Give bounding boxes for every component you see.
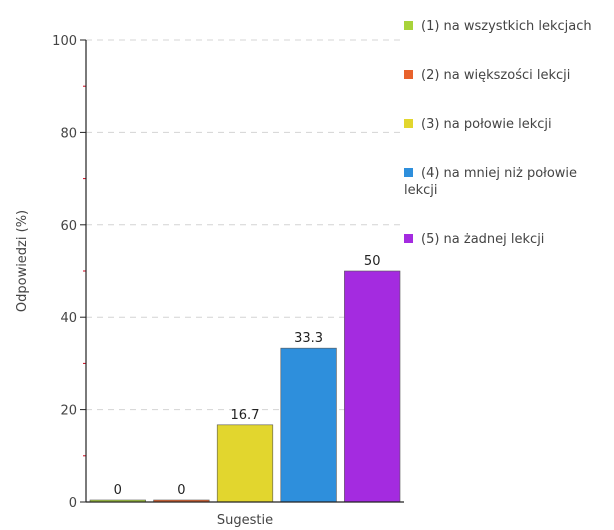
data-label-2: 0 xyxy=(177,483,185,498)
data-label-4: 33.3 xyxy=(294,331,323,346)
legend-item-2: (2) na większości lekcji xyxy=(404,67,612,84)
y-tick-label-0: 0 xyxy=(69,496,77,511)
data-label-3: 16.7 xyxy=(231,408,260,423)
y-tick-label-60: 60 xyxy=(60,219,77,234)
legend-item-4: (4) na mniej niż połowie lekcji xyxy=(404,165,612,199)
labels-layer: 0 20 40 60 80 100 0 0 16.7 33.3 50 Sugestie Odpowied… xyxy=(15,34,380,528)
legend-label-2: (2) na większości lekcji xyxy=(421,68,571,83)
y-axis-title: Odpowiedzi (%) xyxy=(15,210,30,312)
y-tick-label-80: 80 xyxy=(60,126,77,141)
legend-label-4: (4) na mniej niż połowie lekcji xyxy=(404,166,578,198)
legend-label-1: (1) na wszystkich lekcjach xyxy=(421,19,592,34)
legend-swatch-5 xyxy=(404,234,413,243)
x-axis-title: Sugestie xyxy=(217,513,273,528)
legend-item-1: (1) na wszystkich lekcjach xyxy=(404,18,612,35)
legend-label-5: (5) na żadnej lekcji xyxy=(421,232,545,247)
legend-item-3: (3) na połowie lekcji xyxy=(404,116,612,133)
y-tick-label-40: 40 xyxy=(60,311,77,326)
legend: (1) na wszystkich lekcjach (2) na większ… xyxy=(404,18,612,280)
bar-5 xyxy=(344,270,401,503)
legend-swatch-2 xyxy=(404,70,413,79)
bars-layer xyxy=(89,270,401,503)
bar-3 xyxy=(216,424,274,503)
data-label-1: 0 xyxy=(114,483,122,498)
bar-4 xyxy=(280,347,337,503)
legend-item-5: (5) na żadnej lekcji xyxy=(404,231,612,248)
legend-swatch-4 xyxy=(404,168,413,177)
y-tick-label-100: 100 xyxy=(52,34,77,49)
axes-layer xyxy=(80,39,404,503)
legend-swatch-3 xyxy=(404,119,413,128)
data-label-5: 50 xyxy=(364,254,381,269)
legend-swatch-1 xyxy=(404,21,413,30)
y-tick-label-20: 20 xyxy=(60,404,77,419)
legend-label-3: (3) na połowie lekcji xyxy=(421,117,552,132)
